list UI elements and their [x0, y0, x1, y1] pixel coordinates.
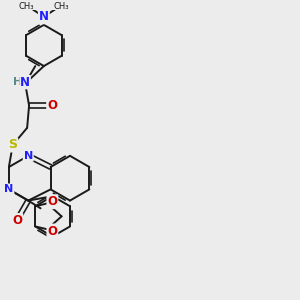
Text: O: O — [47, 224, 57, 238]
Text: CH₃: CH₃ — [19, 2, 34, 11]
Text: O: O — [47, 99, 57, 112]
Text: O: O — [47, 195, 57, 208]
Text: O: O — [12, 214, 22, 227]
Text: CH₃: CH₃ — [53, 2, 69, 11]
Text: S: S — [8, 139, 17, 152]
Text: H: H — [13, 77, 22, 87]
Text: N: N — [39, 10, 49, 23]
Text: N: N — [4, 184, 14, 194]
Text: N: N — [24, 151, 33, 161]
Text: N: N — [20, 76, 30, 88]
